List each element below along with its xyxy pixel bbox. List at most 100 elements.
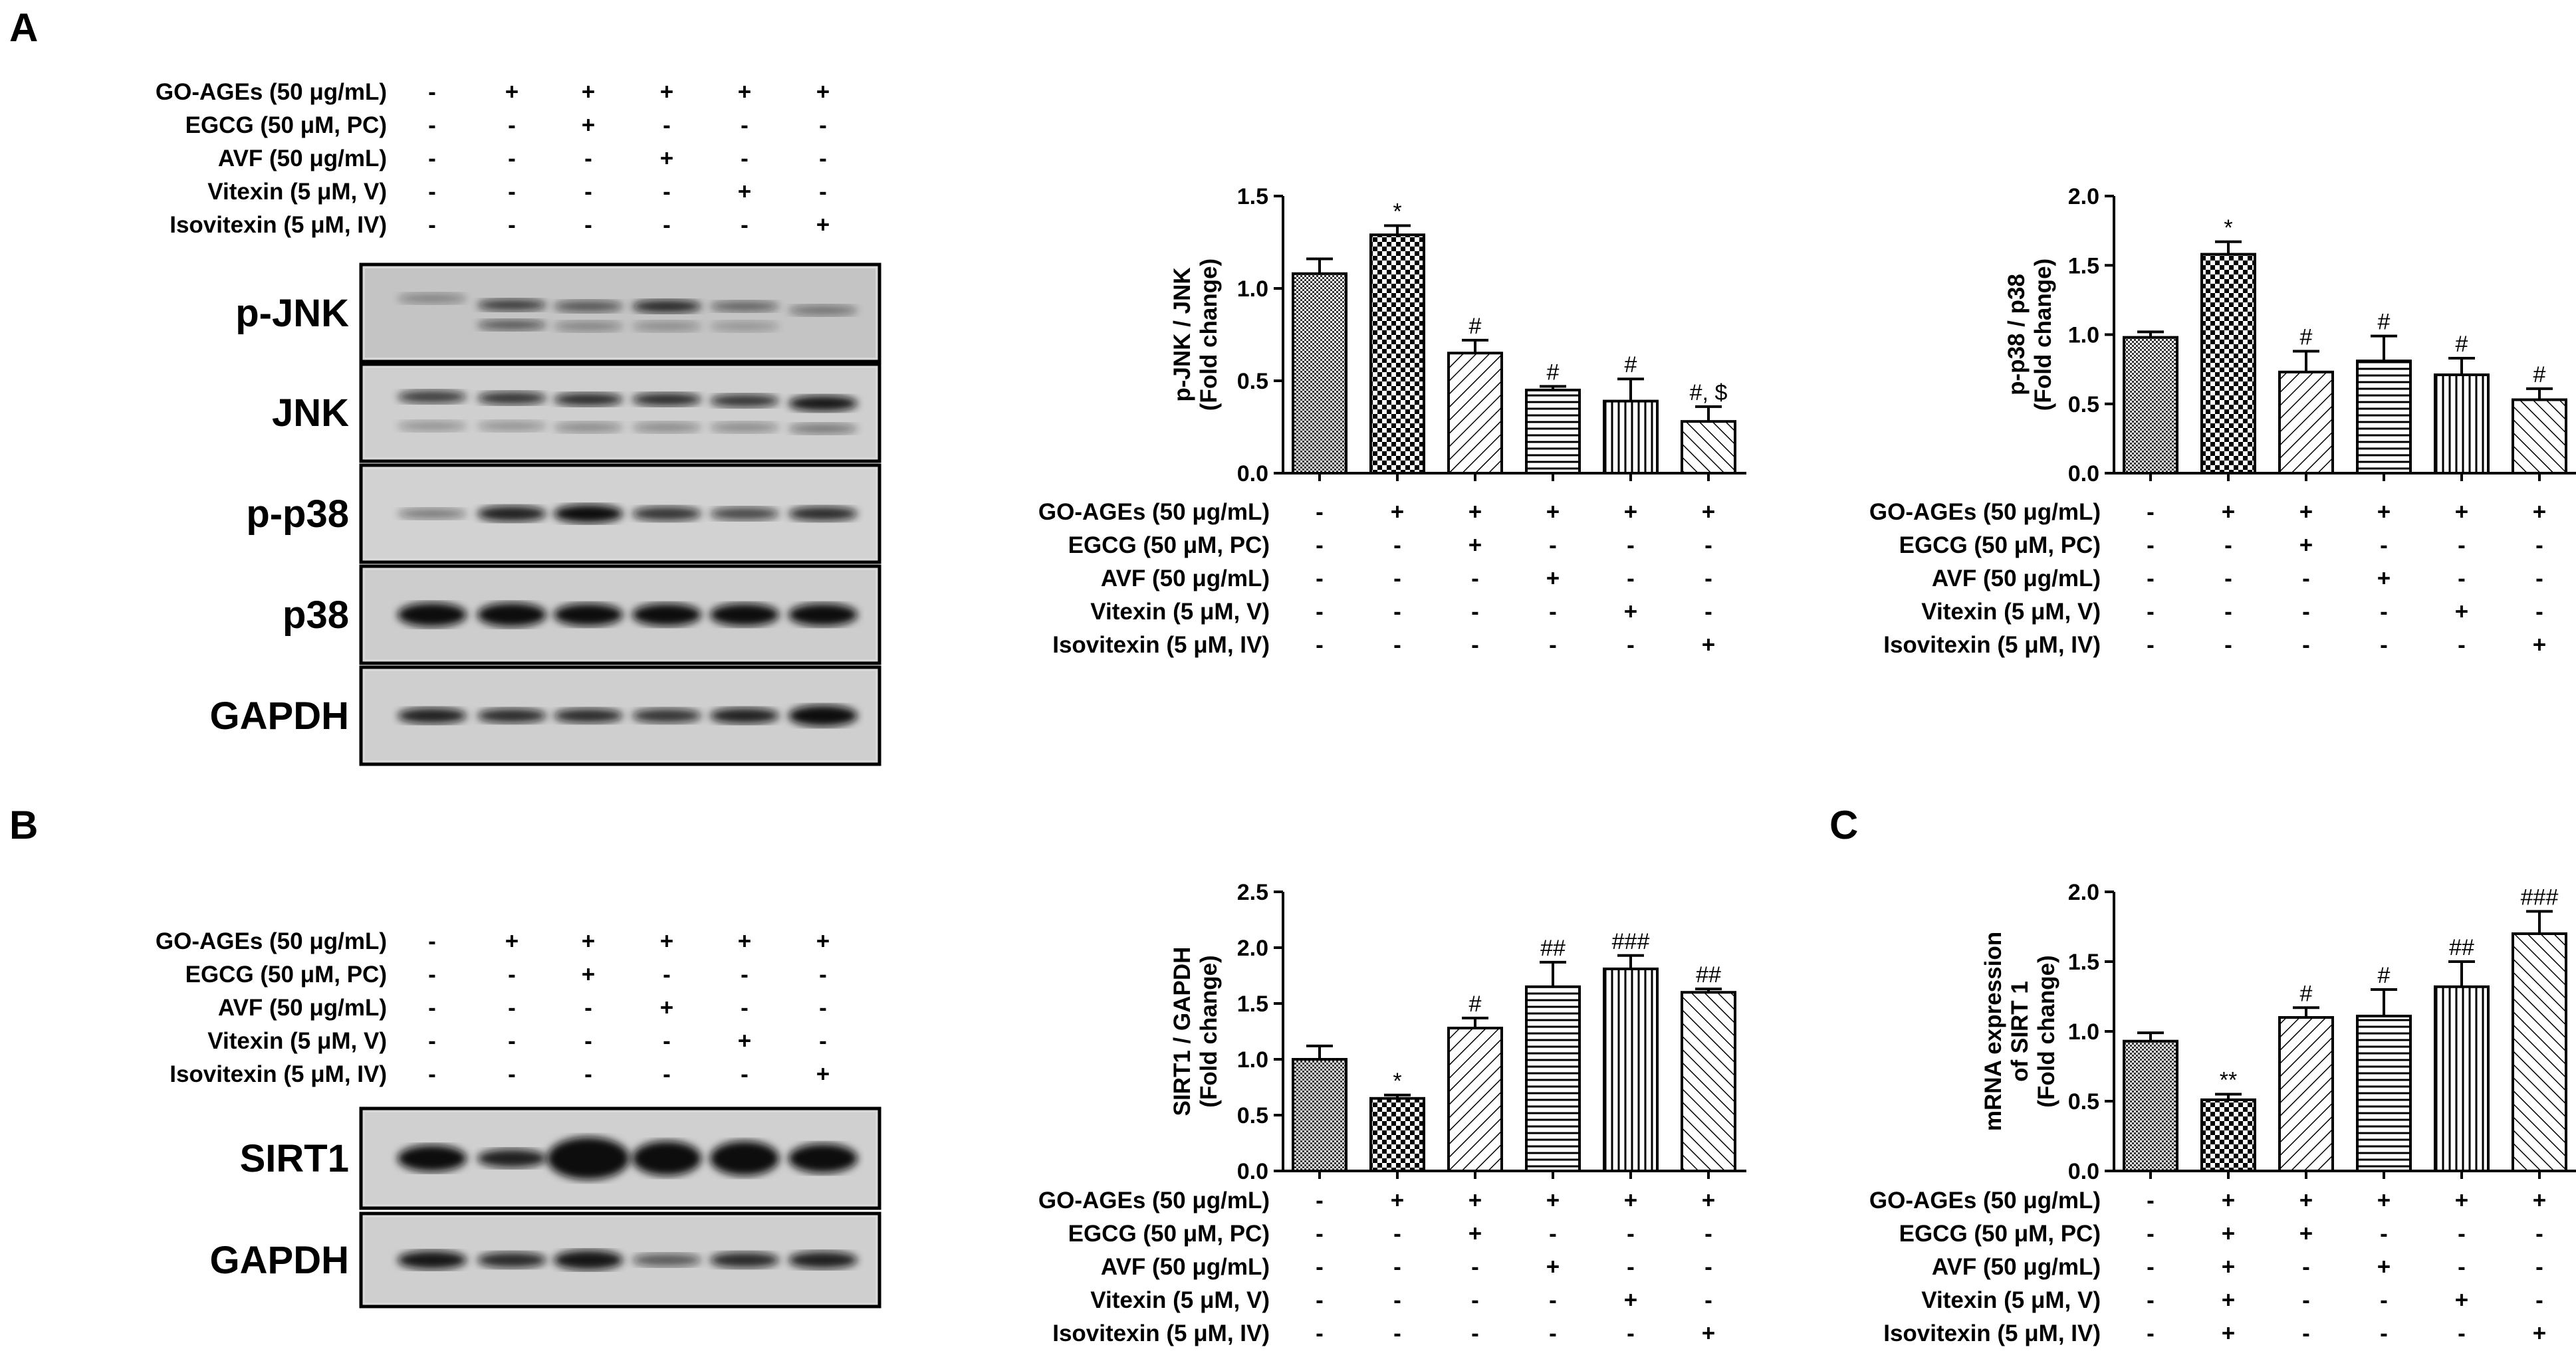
treatment-symbol: + (1624, 599, 1637, 625)
treatment-label: Isovitexin (5 μM, IV) (1052, 632, 1270, 658)
y-tick-label: 0.5 (1237, 369, 1268, 394)
treatment-symbol: + (2533, 499, 2546, 525)
treatment-label: GO-AGEs (50 μg/mL) (156, 928, 387, 954)
treatment-tables: GO-AGEs (50 μg/mL) - + + + + + EGCG (50 μM, PC)… (156, 79, 2546, 1346)
bar (2200, 253, 2256, 474)
treatment-symbol: - (2380, 632, 2388, 658)
bar (2512, 932, 2567, 1172)
treatment-symbol: + (660, 146, 673, 171)
treatment-symbol: - (428, 146, 436, 171)
treatment-symbol: - (2302, 599, 2310, 625)
treatment-symbol: - (2147, 1254, 2155, 1280)
blot-gapdh: GAPDH (210, 1211, 881, 1309)
significance-label: ## (2449, 935, 2474, 960)
bar (1681, 991, 1736, 1172)
blot-label: p-p38 (246, 492, 349, 536)
y-tick-label: 2.5 (1237, 880, 1268, 905)
treatment-symbol: - (819, 962, 827, 988)
treatment-symbol: - (2458, 1320, 2466, 1346)
significance-label: # (1469, 314, 1482, 339)
y-tick-label: 1.5 (2068, 950, 2099, 975)
treatment-symbol: - (663, 179, 671, 205)
blot-band (398, 603, 467, 627)
bar (2512, 398, 2567, 474)
treatment-table: GO-AGEs (50 μg/mL) - + + + + + EGCG (50 μM, PC)… (1038, 1188, 1715, 1346)
blot-band (554, 393, 623, 406)
significance-label: # (1625, 352, 1637, 377)
blot-band (477, 603, 546, 627)
treatment-symbol: + (582, 928, 595, 954)
treatment-symbol: + (816, 928, 830, 954)
treatment-symbol: - (508, 146, 516, 171)
treatment-symbol: + (2222, 1287, 2235, 1313)
treatment-label: Vitexin (5 μM, V) (207, 1028, 387, 1054)
treatment-symbol: + (1391, 1188, 1404, 1213)
blot-band (788, 506, 858, 521)
treatment-symbol: + (1546, 566, 1560, 591)
y-tick-label: 0.5 (2068, 1089, 2099, 1114)
treatment-symbol: + (2377, 1254, 2391, 1280)
treatment-symbol: - (2147, 566, 2155, 591)
significance-label: #, $ (1690, 380, 1728, 405)
blot-label: p-JNK (235, 292, 349, 335)
treatment-symbol: + (1624, 1188, 1637, 1213)
blot-band (398, 293, 467, 304)
treatment-symbol: - (1393, 566, 1401, 591)
blot-band (710, 1141, 779, 1176)
treatment-symbol: - (2302, 1254, 2310, 1280)
blot-band (710, 507, 779, 520)
blot-band (554, 300, 623, 312)
bar (2123, 1039, 2178, 1172)
significance-label: * (2224, 215, 2232, 241)
treatment-symbol: - (2458, 1221, 2466, 1247)
y-axis-title: of SIRT 1 (2007, 981, 2033, 1082)
treatment-label: Isovitexin (5 μM, IV) (1052, 1320, 1270, 1346)
treatment-symbol: - (2380, 1221, 2388, 1247)
treatment-symbol: - (428, 995, 436, 1021)
treatment-symbol: - (2147, 1320, 2155, 1346)
treatment-symbol: + (738, 928, 751, 954)
treatment-symbol: - (2147, 1188, 2155, 1213)
treatment-symbol: - (2147, 532, 2155, 558)
treatment-symbol: + (2533, 1188, 2546, 1213)
bar-charts: 0.00.51.01.5p-JNK / JNK (Fold change)*## #… (1169, 184, 2576, 1184)
treatment-table: GO-AGEs (50 μg/mL) - + + + + + EGCG (50 μM, PC)… (156, 79, 830, 238)
significance-label: # (1547, 360, 1560, 385)
blot-band (788, 603, 858, 626)
treatment-label: Vitexin (5 μM, V) (1921, 599, 2101, 625)
treatment-symbol: + (1468, 1221, 1482, 1247)
bar (1603, 399, 1659, 475)
treatment-symbol: - (1316, 1188, 1324, 1213)
treatment-symbol: + (1702, 632, 1715, 658)
treatment-symbol: - (1393, 1287, 1401, 1313)
bar (1369, 233, 1425, 474)
bar (2200, 1098, 2256, 1173)
y-tick-label: 0.0 (1237, 461, 1268, 486)
treatment-symbol: - (1471, 599, 1479, 625)
treatment-symbol: + (2455, 1287, 2468, 1313)
blot-band (710, 603, 779, 626)
treatment-symbol: - (428, 179, 436, 205)
blot-band (398, 1145, 467, 1172)
treatment-symbol: + (2222, 499, 2235, 525)
bar (1447, 352, 1503, 474)
treatment-symbol: - (2458, 566, 2466, 591)
treatment-symbol: - (1316, 599, 1324, 625)
treatment-symbol: + (582, 962, 595, 988)
blot-label: GAPDH (210, 1239, 349, 1282)
treatment-symbol: - (741, 962, 749, 988)
blot-band (477, 1149, 546, 1168)
y-axis-title: mRNA expression (1980, 932, 2006, 1131)
treatment-symbol: + (582, 79, 595, 105)
treatment-symbol: - (2147, 1221, 2155, 1247)
treatment-symbol: + (2299, 499, 2313, 525)
treatment-symbol: - (2380, 1320, 2388, 1346)
significance-label: # (1469, 992, 1482, 1017)
y-axis-title: SIRT1 / GAPDH (1169, 947, 1195, 1116)
blot-band (710, 394, 779, 407)
treatment-symbol: - (1549, 532, 1557, 558)
treatment-symbol: - (1316, 1287, 1324, 1313)
treatment-symbol: - (819, 1028, 827, 1054)
treatment-symbol: + (816, 79, 830, 105)
treatment-symbol: - (1549, 1320, 1557, 1346)
